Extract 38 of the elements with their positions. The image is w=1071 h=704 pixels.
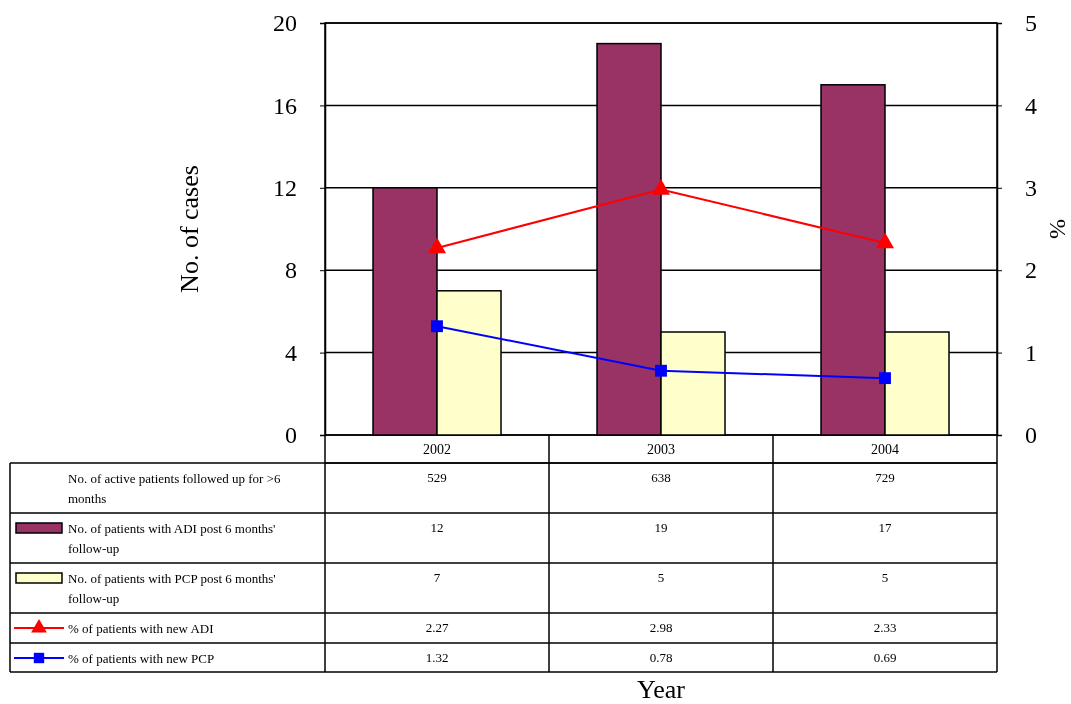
data-label: 2.27: [425, 620, 449, 635]
legend-label: % of patients with new ADI: [68, 621, 214, 636]
data-label: 7: [433, 570, 441, 585]
y-axis-title: No. of cases: [175, 165, 204, 293]
text: 729: [875, 470, 895, 485]
legend-label: % of patients with new PCP: [68, 651, 215, 666]
y-tick-label: 16: [273, 92, 297, 119]
data-label: 2.98: [649, 620, 673, 635]
y2-tick-label: 4: [1025, 92, 1037, 119]
data-label: 17: [878, 520, 892, 535]
y-tick-label: 8: [285, 257, 297, 284]
y-tick-label: 12: [273, 174, 297, 201]
data-label: 12: [430, 520, 444, 535]
data-label: 1.32: [425, 650, 449, 665]
y2-tick-label: 0: [1025, 422, 1037, 449]
legend-label: No. of patients with PCP post 6 months' follow-up: [68, 571, 276, 606]
x-tick-label: 2002: [423, 442, 451, 457]
data-label: 0.78: [649, 650, 673, 665]
data-label: 0.69: [873, 650, 897, 665]
x-tick-label: 2004: [871, 442, 899, 457]
text: Year: [637, 675, 686, 704]
y2-tick-label: 1: [1025, 339, 1037, 366]
data-label: 2.33: [873, 620, 897, 635]
text: 638: [651, 470, 671, 485]
y-tick-label: 4: [285, 339, 297, 366]
y2-tick-label: 5: [1025, 10, 1037, 37]
text: 529: [427, 470, 447, 485]
y2-tick-label: 3: [1025, 174, 1037, 201]
y-tick-label: 20: [273, 10, 297, 37]
x-tick-label: 2003: [647, 442, 675, 457]
data-label: 5: [657, 570, 665, 585]
y2-tick-label: 2: [1025, 257, 1037, 284]
data-label: 5: [881, 570, 889, 585]
y-tick-label: 0: [285, 422, 297, 449]
legend-label: No. of patients with ADI post 6 months' follow-up: [68, 521, 276, 556]
data-label: 19: [654, 520, 668, 535]
y2-axis-title: %: [1045, 219, 1071, 239]
text: No. of active patients followed up for >6 months: [68, 471, 281, 506]
